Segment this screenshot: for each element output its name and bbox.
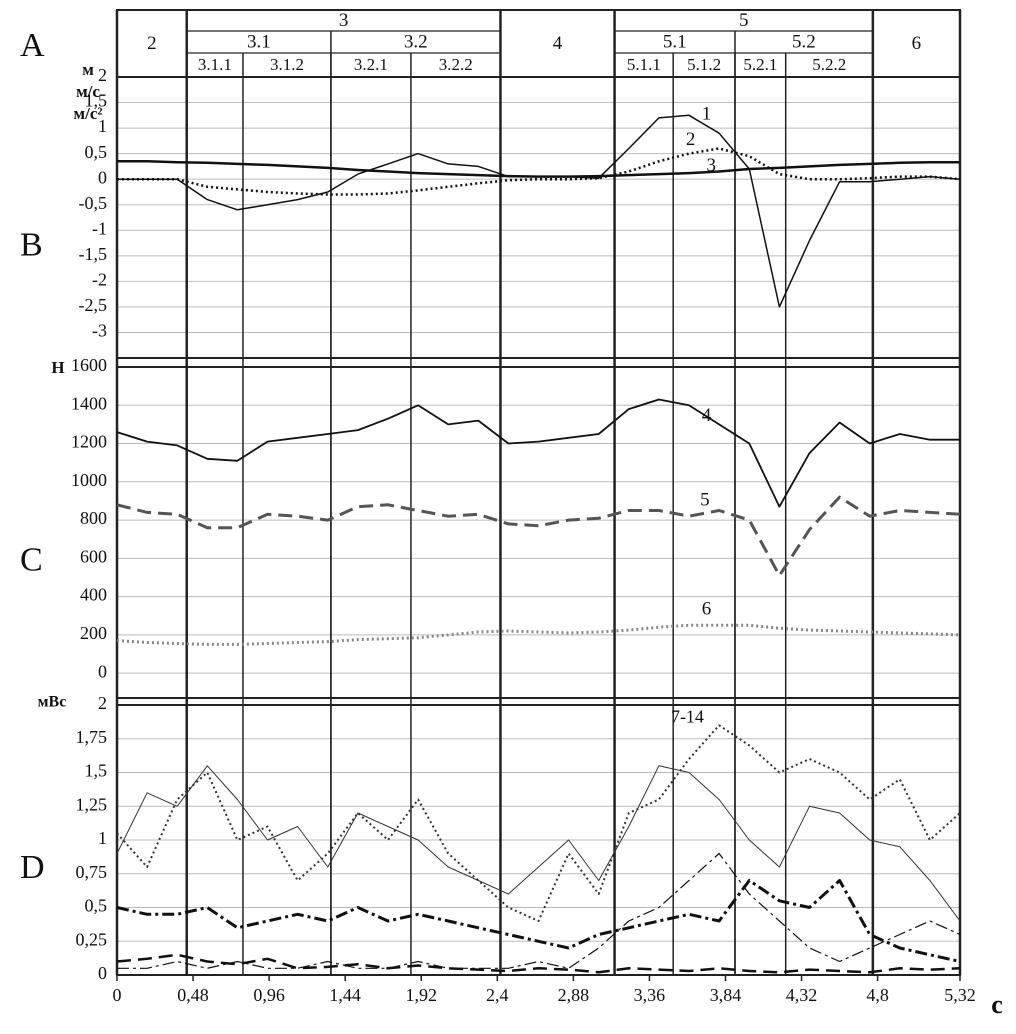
y-unit: Н [51, 358, 64, 377]
x-tick-label: 1,44 [329, 985, 361, 1005]
y-tick-label: 0 [98, 167, 107, 187]
series-label: 4 [702, 405, 712, 426]
x-tick-label: 0 [113, 985, 122, 1005]
y-unit: м [82, 60, 94, 79]
y-tick-label: 1400 [71, 393, 107, 413]
phase-label: 5.1.1 [627, 55, 661, 74]
y-tick-label: 600 [80, 546, 107, 566]
x-tick-label: 2,4 [486, 985, 509, 1005]
panel-label: D [20, 849, 45, 886]
y-tick-label: -1,5 [79, 244, 108, 264]
y-tick-label: 400 [80, 585, 107, 605]
x-tick-label: 1,92 [405, 985, 437, 1005]
x-tick-label: 0,96 [253, 985, 285, 1005]
y-tick-label: 2 [98, 65, 107, 85]
y-unit: м/с [76, 82, 100, 101]
y-tick-label: 0 [98, 661, 107, 681]
y-tick-label: 0 [98, 963, 107, 983]
series-label: 5 [700, 489, 710, 510]
y-tick-label: 0,5 [85, 142, 108, 162]
phase-label: 5.2.2 [812, 55, 846, 74]
y-tick-label: -2 [92, 269, 107, 289]
series-label: 3 [706, 155, 716, 176]
phase-label: 5.1.2 [687, 55, 721, 74]
data-line [116, 623, 961, 646]
y-tick-label: 0,75 [76, 862, 108, 882]
data-line [116, 765, 961, 922]
data-line [117, 147, 961, 196]
y-tick-label: 1 [98, 116, 107, 136]
phase-label: 5.1 [663, 31, 687, 52]
y-tick-label: 1,75 [76, 727, 108, 747]
y-tick-label: 200 [80, 623, 107, 643]
x-tick-label: 4,8 [866, 985, 889, 1005]
data-line [117, 852, 961, 969]
y-tick-label: 1200 [71, 432, 107, 452]
data-line [116, 879, 961, 963]
y-tick-label: -2,5 [79, 295, 108, 315]
series-label: 2 [686, 129, 696, 150]
phase-label: 5.2 [792, 31, 816, 52]
phase-label: 2 [147, 33, 157, 54]
annotation: 7-14 [671, 707, 704, 727]
data-line [116, 953, 961, 974]
y-tick-label: 1,5 [85, 91, 108, 111]
y-tick-label: 1 [98, 828, 107, 848]
phase-label: 4 [553, 33, 563, 54]
y-tick-label: 1,5 [85, 761, 108, 781]
y-tick-label: 1,25 [76, 794, 108, 814]
y-unit: мВс [38, 694, 67, 711]
y-tick-label: -3 [92, 321, 107, 341]
panel-label: A [20, 27, 45, 64]
x-tick-label: 5,32 [944, 985, 976, 1005]
phase-label: 3 [339, 10, 349, 31]
phase-label: 3.2.1 [354, 55, 388, 74]
x-tick-label: 0,48 [177, 985, 209, 1005]
x-tick-label: 2,88 [558, 985, 590, 1005]
y-tick-label: 1000 [71, 470, 107, 490]
phase-label: 6 [912, 33, 922, 54]
data-line [116, 724, 961, 922]
x-tick-label: 4,32 [786, 985, 818, 1005]
y-unit: м/с² [74, 104, 103, 123]
y-tick-label: -1 [92, 218, 107, 238]
y-tick-label: 2 [98, 693, 107, 713]
phase-label: 3.1.2 [270, 55, 304, 74]
x-tick-label: 3,84 [710, 985, 742, 1005]
phase-label: 5.2.1 [743, 55, 777, 74]
y-tick-label: 800 [80, 508, 107, 528]
panel-label: C [20, 541, 43, 578]
phase-label: 3.1.1 [198, 55, 232, 74]
panel-label: B [20, 226, 43, 263]
y-tick-label: 0,25 [76, 929, 108, 949]
phase-label: 3.2.2 [439, 55, 473, 74]
x-tick-label: 3,36 [634, 985, 666, 1005]
series-label: 1 [702, 104, 712, 125]
data-line [116, 398, 960, 508]
phase-label: 5 [739, 10, 749, 31]
x-axis-label: с [991, 990, 1003, 1019]
series-label: 6 [702, 598, 712, 619]
y-tick-label: -0,5 [79, 193, 108, 213]
data-line [117, 160, 960, 178]
phase-label: 3.1 [247, 31, 271, 52]
data-line [116, 495, 961, 577]
y-tick-label: 0,5 [85, 896, 108, 916]
phase-label: 3.2 [404, 31, 428, 52]
y-tick-label: 1600 [71, 355, 107, 375]
